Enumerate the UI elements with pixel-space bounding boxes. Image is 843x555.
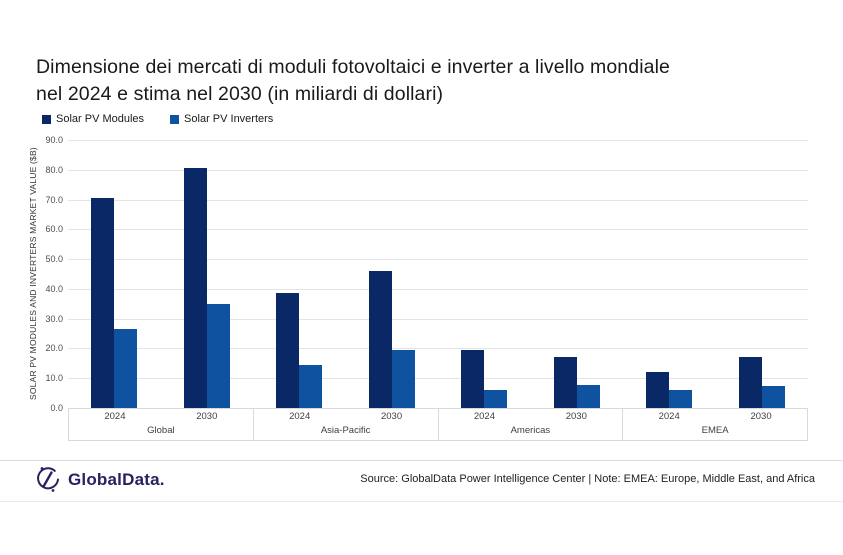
globaldata-logo-text: GlobalData. bbox=[68, 469, 165, 489]
gridline-70.0 bbox=[68, 199, 808, 201]
axis-year-global-2024: 2024 bbox=[104, 410, 126, 422]
axis-year-row-global: 2024 2030 bbox=[69, 409, 253, 424]
footer-divider-top bbox=[0, 460, 843, 461]
bar-group-global bbox=[68, 140, 253, 408]
y-tick-80.0: 80.0 bbox=[45, 164, 63, 175]
gridline-20.0 bbox=[68, 348, 808, 350]
axis-year-americas-2024: 2024 bbox=[473, 410, 495, 422]
y-tick-60.0: 60.0 bbox=[45, 224, 63, 235]
x-axis-label-box: 2024 2030 Global 2024 2030 Asia-Pacific 2024 20… bbox=[68, 408, 808, 441]
bar-cluster-global-2030 bbox=[161, 140, 254, 408]
axis-region-emea: EMEA bbox=[701, 425, 729, 437]
globaldata-logo-icon bbox=[34, 466, 61, 493]
chart-title-line1: Dimensione dei mercati di moduli fotovol… bbox=[36, 56, 670, 78]
bar-solar-pv-inverters-americas-2030 bbox=[576, 385, 600, 408]
bar-cluster-asia-pacific-2024 bbox=[253, 140, 346, 408]
bar-solar-pv-inverters-emea-2030 bbox=[761, 386, 785, 408]
axis-year-asia-pacific-2030: 2030 bbox=[380, 410, 403, 422]
bar-groups bbox=[68, 140, 808, 408]
bar-solar-pv-inverters-americas-2024 bbox=[484, 390, 508, 408]
chart-title-line2: nel 2024 e stima nel 2030 (in miliardi d… bbox=[36, 83, 444, 105]
bar-solar-pv-modules-asia-pacific-2030 bbox=[368, 271, 392, 408]
axis-group-global: 2024 2030 Global bbox=[69, 409, 254, 440]
axis-year-emea-2030: 2030 bbox=[750, 410, 772, 422]
y-tick-40.0: 40.0 bbox=[45, 283, 63, 294]
axis-year-row-asia-pacific: 2024 2030 bbox=[254, 409, 438, 424]
y-tick-70.0: 70.0 bbox=[45, 194, 63, 205]
bar-cluster-asia-pacific-2030 bbox=[346, 140, 439, 408]
axis-region-americas: Americas bbox=[510, 425, 551, 437]
bar-solar-pv-inverters-global-2024 bbox=[114, 329, 138, 408]
bar-group-emea bbox=[623, 140, 808, 408]
y-tick-90.0: 90.0 bbox=[45, 135, 63, 145]
legend-swatch-modules bbox=[42, 114, 51, 124]
legend-label-modules: Solar PV Modules bbox=[56, 113, 145, 125]
y-tick-20.0: 20.0 bbox=[45, 343, 63, 354]
bar-solar-pv-modules-americas-2030 bbox=[553, 357, 577, 408]
bar-solar-pv-inverters-asia-pacific-2024 bbox=[299, 365, 323, 408]
bar-group-americas bbox=[438, 140, 623, 408]
axis-year-row-emea: 2024 2030 bbox=[623, 409, 807, 424]
chart-title: Dimensione dei mercati di moduli fotovol… bbox=[36, 54, 816, 108]
footer-divider-bottom bbox=[0, 501, 843, 502]
axis-year-asia-pacific-2024: 2024 bbox=[289, 410, 311, 422]
axis-region-global: Global bbox=[147, 425, 175, 437]
bar-cluster-americas-2030 bbox=[531, 140, 624, 408]
bar-solar-pv-inverters-global-2030 bbox=[206, 304, 230, 408]
legend-item-modules: Solar PV Modules bbox=[42, 113, 144, 125]
axis-year-emea-2024: 2024 bbox=[658, 410, 680, 422]
gridline-80.0 bbox=[68, 169, 808, 171]
axis-year-global-2030: 2030 bbox=[196, 410, 218, 422]
legend: Solar PV Modules Solar PV Inverters bbox=[42, 113, 273, 125]
legend-item-inverters: Solar PV Inverters bbox=[170, 113, 273, 125]
gridline-10.0 bbox=[68, 378, 808, 380]
y-tick-10.0: 10.0 bbox=[45, 373, 63, 384]
bar-solar-pv-modules-asia-pacific-2024 bbox=[276, 293, 300, 408]
bar-solar-pv-modules-global-2024 bbox=[91, 198, 115, 408]
bar-cluster-global-2024 bbox=[68, 140, 161, 408]
globaldata-logo: GlobalData. bbox=[34, 466, 165, 493]
axis-year-row-americas: 2024 2030 bbox=[439, 409, 623, 424]
bar-solar-pv-modules-emea-2030 bbox=[738, 357, 762, 408]
bar-group-asia-pacific bbox=[253, 140, 438, 408]
gridline-60.0 bbox=[68, 229, 808, 231]
y-tick-50.0: 50.0 bbox=[45, 254, 63, 265]
y-axis-ticks: 0.0 10.0 20.0 30.0 40.0 50.0 60.0 70.0 80.0 90.0 bbox=[0, 135, 63, 413]
gridline-40.0 bbox=[68, 288, 808, 290]
axis-group-asia-pacific: 2024 2030 Asia-Pacific bbox=[254, 409, 439, 440]
axis-region-asia-pacific: Asia-Pacific bbox=[320, 425, 371, 437]
y-tick-30.0: 30.0 bbox=[45, 313, 63, 324]
bar-solar-pv-inverters-emea-2024 bbox=[669, 390, 693, 408]
bar-cluster-americas-2024 bbox=[438, 140, 531, 408]
source-note: Source: GlobalData Power Intelligence Ce… bbox=[360, 473, 815, 485]
bar-cluster-emea-2030 bbox=[716, 140, 809, 408]
plot-area bbox=[68, 140, 808, 408]
y-tick-0.0: 0.0 bbox=[50, 403, 63, 413]
legend-swatch-inverters bbox=[170, 114, 180, 124]
bar-cluster-emea-2024 bbox=[623, 140, 716, 408]
bar-solar-pv-modules-emea-2024 bbox=[646, 372, 670, 408]
gridline-50.0 bbox=[68, 259, 808, 261]
axis-group-americas: 2024 2030 Americas bbox=[439, 409, 624, 440]
gridline-90.0 bbox=[68, 140, 808, 141]
bar-solar-pv-modules-americas-2024 bbox=[461, 350, 485, 408]
gridline-30.0 bbox=[68, 318, 808, 320]
bar-solar-pv-inverters-asia-pacific-2030 bbox=[391, 350, 415, 408]
legend-label-inverters: Solar PV Inverters bbox=[184, 113, 274, 125]
bar-solar-pv-modules-global-2030 bbox=[183, 168, 207, 408]
axis-year-americas-2030: 2030 bbox=[565, 410, 587, 422]
axis-group-emea: 2024 2030 EMEA bbox=[623, 409, 807, 440]
